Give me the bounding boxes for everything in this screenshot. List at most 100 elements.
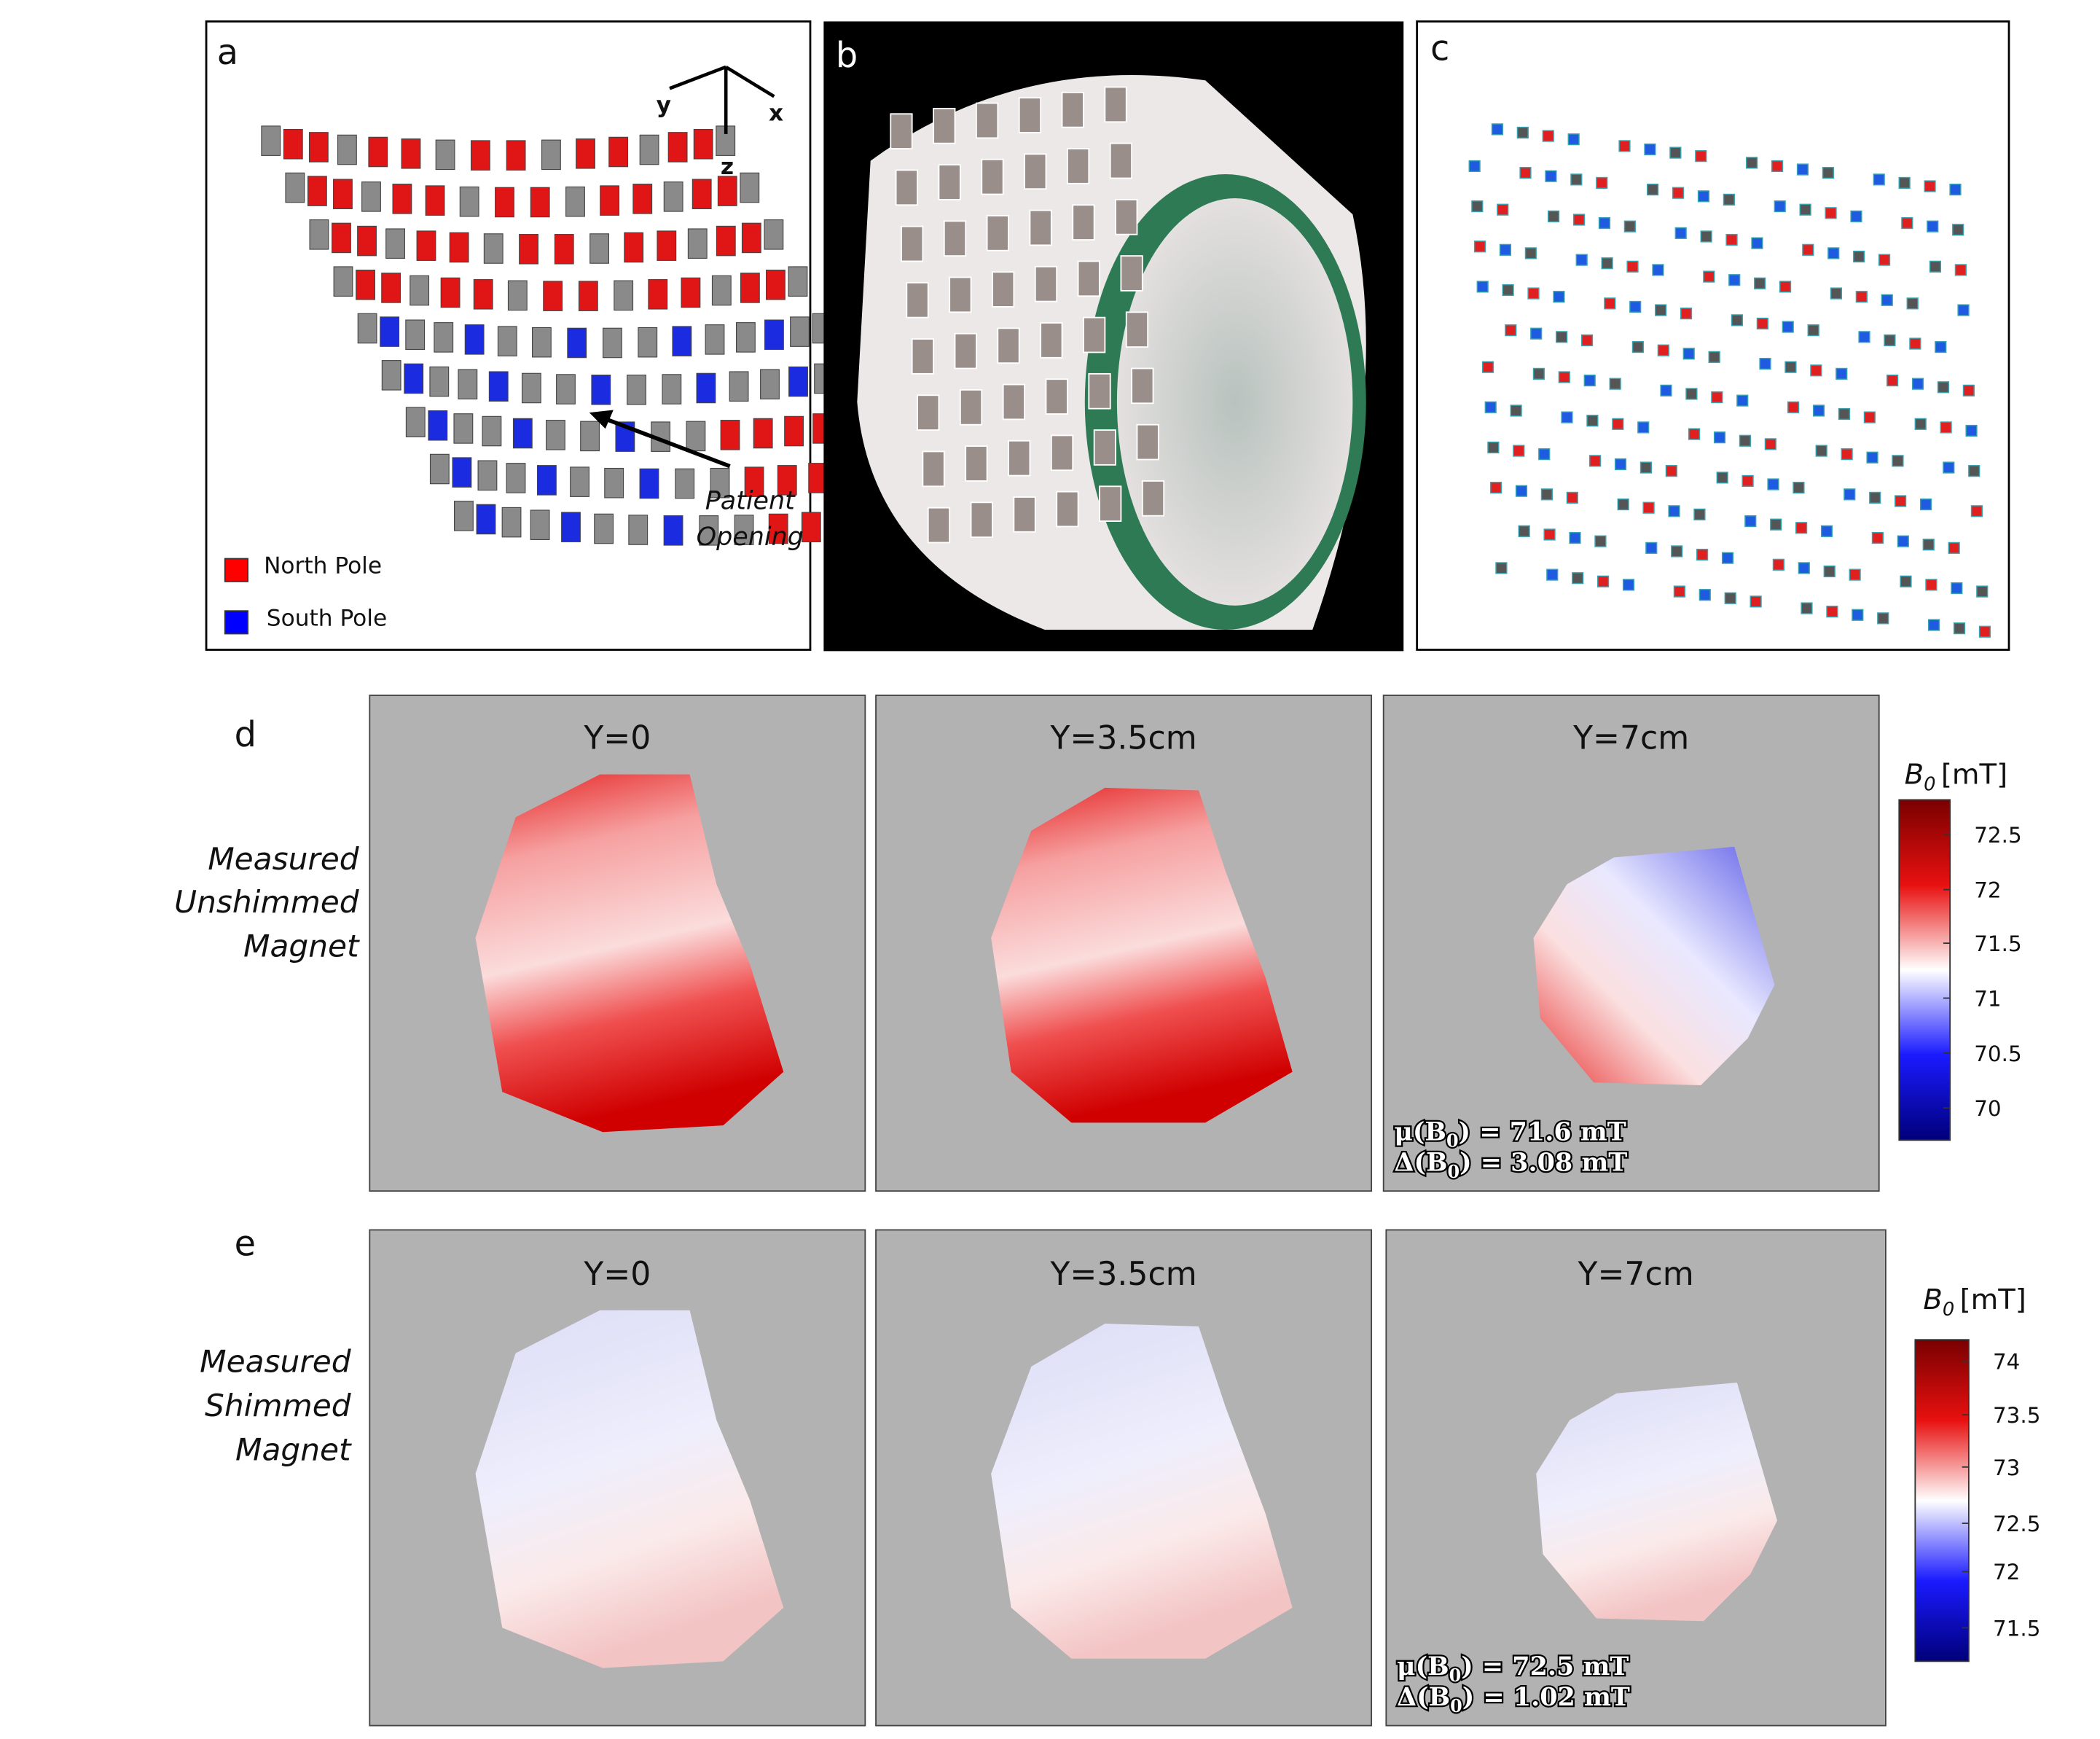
shim-magnet: [1572, 572, 1584, 585]
shim-magnet: [1844, 488, 1856, 501]
photo-window: [1029, 209, 1052, 246]
shim-magnet: [1892, 455, 1904, 467]
field-map: [475, 774, 784, 1133]
shim-magnet: [1516, 126, 1529, 139]
magnet-block: [483, 233, 504, 264]
map-title: Y=0: [583, 720, 651, 757]
shim-magnet: [1779, 281, 1792, 293]
magnet-block: [506, 463, 526, 493]
colorbar-tick-label: 71.5: [1974, 931, 2021, 956]
magnet-block: [716, 125, 736, 156]
magnet-block: [357, 225, 377, 257]
shim-magnet: [1750, 595, 1762, 608]
magnet-block: [632, 184, 653, 214]
photo-window: [997, 327, 1020, 364]
shim-magnet: [1937, 381, 1950, 394]
magnet-block: [501, 507, 522, 538]
field-map: [1536, 1383, 1778, 1622]
magnet-block: [681, 277, 701, 308]
shim-magnet: [1711, 391, 1723, 404]
shim-magnet: [1586, 415, 1599, 427]
shim-magnet: [1724, 592, 1736, 604]
shim-magnet: [1746, 157, 1758, 169]
magnet-block: [283, 128, 303, 160]
magnet-block: [464, 324, 485, 355]
shim-magnet: [1853, 250, 1865, 263]
shim-magnet: [1532, 367, 1545, 380]
shim-magnet: [1906, 297, 1919, 310]
magnet-block: [531, 327, 552, 358]
shim-magnet: [1863, 411, 1876, 423]
shim-magnet: [1716, 472, 1728, 484]
shim-magnet: [1524, 247, 1537, 259]
legend-swatch: [224, 558, 248, 582]
arrow: [595, 413, 731, 469]
shim-magnet: [1665, 465, 1677, 477]
shim-magnet: [1796, 163, 1809, 176]
photo-window: [1115, 198, 1138, 235]
shim-magnet: [1671, 545, 1683, 558]
magnet-block: [639, 468, 659, 499]
legend-swatch: [224, 610, 248, 635]
shim-magnet: [1680, 308, 1693, 320]
magnet-block: [495, 187, 514, 218]
shim-magnet: [1674, 227, 1687, 239]
shim-magnet: [1476, 281, 1489, 293]
statistic-part: ) = 72.5 mT: [1461, 1652, 1629, 1681]
magnet-block: [740, 273, 760, 303]
shim-magnet: [1914, 418, 1927, 430]
colorbar-tick-label: 71.5: [1993, 1616, 2040, 1641]
shim-magnet: [1644, 143, 1656, 156]
shim-magnet: [1647, 184, 1659, 196]
magnet-block: [589, 233, 610, 264]
magnet-block: [392, 184, 412, 214]
shim-magnet: [1497, 203, 1509, 216]
shim-magnet: [1723, 193, 1735, 206]
magnet-block: [675, 468, 695, 499]
photo-window: [917, 394, 940, 431]
magnet-block: [777, 465, 797, 496]
shim-magnet: [1612, 418, 1624, 430]
colorbar: [1914, 1339, 1970, 1662]
shim-magnet: [1542, 130, 1554, 142]
magnet-block: [454, 501, 474, 531]
magnet-block: [429, 453, 450, 485]
statistic-subscript: 0: [1446, 1131, 1459, 1152]
photo-window: [1024, 153, 1047, 190]
shim-magnet: [1929, 260, 1942, 273]
magnet-block: [667, 132, 688, 163]
magnet-block: [594, 513, 614, 544]
shim-magnet: [1871, 531, 1884, 544]
shim-magnet: [1588, 455, 1602, 467]
shim-magnet: [1538, 448, 1551, 461]
map-title: Y=7cm: [1578, 1256, 1694, 1293]
shim-magnet: [1849, 568, 1861, 581]
colorbar-symbol: B: [1905, 758, 1924, 791]
shim-magnet: [1852, 609, 1864, 621]
magnet-block: [740, 172, 760, 203]
photo-windows: [890, 86, 1165, 544]
magnet-block: [691, 179, 712, 210]
magnet-block: [760, 369, 780, 399]
shim-magnet: [1631, 341, 1644, 353]
shim-magnet: [1566, 491, 1578, 504]
shim-magnet: [1558, 371, 1570, 383]
photo-window: [943, 220, 967, 257]
shim-magnet: [1897, 535, 1909, 547]
shim-magnet: [1830, 287, 1842, 300]
shim-magnet: [1869, 491, 1881, 504]
shim-magnet: [1645, 542, 1658, 554]
photo-window: [1066, 148, 1090, 184]
magnet-block: [497, 326, 517, 356]
shim-magnet: [1898, 176, 1911, 189]
shim-magnet: [1782, 321, 1794, 333]
shim-magnet: [1484, 401, 1497, 413]
photo-window: [965, 445, 988, 482]
magnet-block: [567, 327, 587, 359]
magnet-block: [546, 420, 565, 450]
shim-magnet: [1553, 291, 1565, 303]
statistic-part: ) = 3.08 mT: [1460, 1148, 1627, 1178]
magnet-block: [638, 327, 658, 358]
shim-magnet: [1639, 461, 1653, 474]
magnet-block: [434, 322, 454, 353]
